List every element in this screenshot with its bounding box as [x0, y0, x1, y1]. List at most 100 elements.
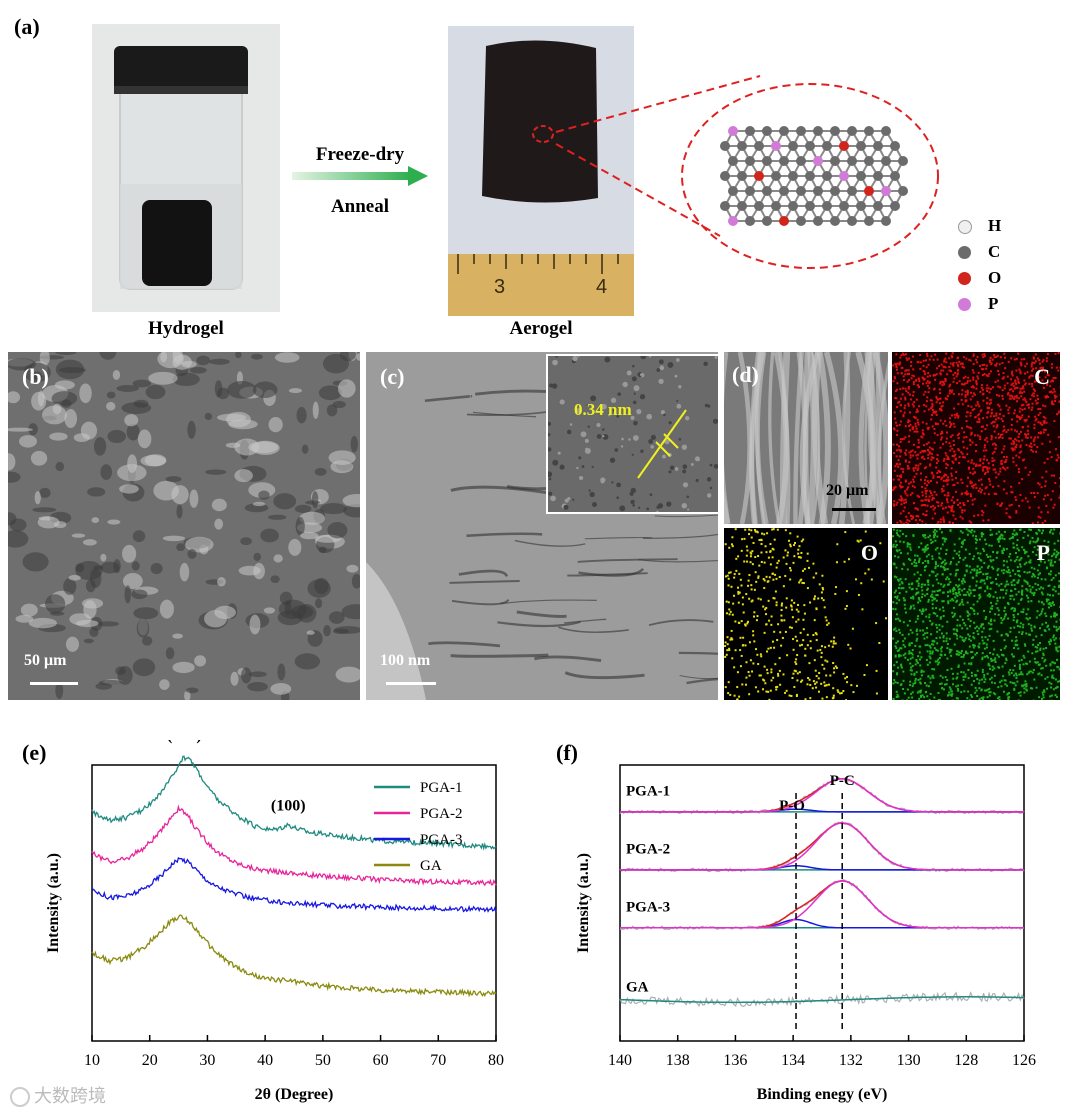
eds-dot	[966, 591, 969, 594]
eds-dot	[911, 649, 914, 652]
eds-dot	[892, 682, 895, 685]
eds-dot	[978, 587, 981, 590]
eds-dot	[1011, 532, 1014, 535]
eds-dot	[1015, 674, 1018, 677]
eds-dot	[892, 443, 895, 446]
molecule-atom	[839, 171, 849, 181]
eds-dot	[770, 679, 773, 682]
eds-dot	[1055, 395, 1058, 398]
eds-dot	[1004, 356, 1007, 359]
eds-dot	[945, 632, 948, 635]
eds-dot	[957, 554, 960, 557]
eds-dot	[923, 637, 926, 640]
eds-dot	[950, 472, 953, 475]
eds-dot	[746, 560, 749, 563]
eds-dot	[978, 646, 981, 649]
eds-dot	[902, 679, 905, 682]
eds-dot	[1036, 548, 1039, 551]
eds-dot	[1037, 663, 1040, 666]
eds-dot	[961, 363, 964, 366]
eds-dot	[736, 686, 739, 689]
eds-dot	[939, 682, 942, 685]
eds-dot	[965, 564, 968, 567]
eds-dot	[900, 366, 903, 369]
eds-dot	[984, 472, 987, 475]
xrd-ylabel: Intensity (a.u.)	[45, 853, 62, 953]
tem-scale-label: 100 nm	[380, 652, 431, 669]
eds-dot	[1015, 621, 1018, 624]
eds-dot	[928, 446, 931, 449]
eds-dot	[927, 583, 930, 586]
eds-dot	[908, 435, 911, 438]
eds-dot	[1016, 570, 1019, 573]
eds-dot	[1046, 457, 1049, 460]
molecule-atom	[805, 201, 815, 211]
eds-dot	[909, 559, 912, 562]
eds-dot	[920, 478, 923, 481]
hrtem-dot	[646, 413, 653, 420]
eds-dot	[1039, 411, 1042, 414]
eds-dot	[918, 651, 921, 654]
eds-dot	[974, 627, 977, 630]
hrtem-dot	[586, 403, 589, 407]
tem-wrinkle	[514, 539, 586, 547]
eds-dot	[1036, 576, 1039, 579]
eds-dot	[971, 441, 974, 444]
eds-dot	[1028, 444, 1031, 447]
eds-dot	[984, 466, 987, 469]
eds-dot	[1006, 382, 1009, 385]
eds-dot	[1010, 485, 1013, 488]
eds-dot	[982, 368, 985, 371]
molecule-atom	[788, 141, 798, 151]
eds-dot	[1037, 537, 1040, 540]
eds-dot	[920, 583, 923, 586]
hrtem-dot	[630, 487, 636, 494]
eds-dot	[909, 606, 912, 609]
eds-dot	[1026, 571, 1029, 574]
eds-dot	[934, 565, 937, 568]
eds-dot	[904, 396, 907, 399]
hrtem-dot	[636, 409, 642, 415]
eds-dot	[990, 411, 993, 414]
eds-dot	[929, 534, 932, 537]
eds-dot	[826, 660, 829, 663]
eds-dot	[994, 660, 997, 663]
eds-dot	[920, 669, 923, 672]
eds-dot	[913, 672, 916, 675]
sem-texture-blob	[51, 391, 78, 406]
eds-dot	[1013, 387, 1016, 390]
eds-dot	[1009, 559, 1012, 562]
eds-dot	[1016, 533, 1019, 536]
eds-dot	[920, 456, 923, 459]
eds-dot	[976, 434, 979, 437]
eds-dot	[799, 556, 802, 559]
eds-dot	[966, 500, 969, 503]
eds-dot	[1010, 503, 1013, 506]
ruler-mark-3: 3	[494, 276, 506, 298]
eds-dot	[960, 545, 963, 548]
eds-dot	[972, 472, 975, 475]
eds-dot	[968, 426, 971, 429]
eds-dot	[1019, 694, 1022, 697]
tem-wrinkle	[642, 533, 718, 539]
eds-dot	[896, 405, 899, 408]
eds-dot	[949, 383, 952, 386]
xrd-annotation: (100)	[271, 798, 306, 815]
eds-dot	[1017, 378, 1020, 381]
eds-dot	[994, 418, 997, 421]
eds-dot	[1053, 390, 1056, 393]
eds-dot	[966, 601, 969, 604]
sem-texture-blob	[185, 536, 214, 553]
eds-dot	[1059, 606, 1060, 609]
eds-dot	[1015, 369, 1018, 372]
eds-dot	[1047, 606, 1050, 609]
eds-dot	[978, 682, 981, 685]
eds-dot	[979, 458, 982, 461]
eds-dot	[987, 622, 990, 625]
eds-dot	[1030, 629, 1033, 632]
eds-dot	[922, 535, 925, 538]
eds-dot	[744, 623, 747, 626]
eds-dot	[785, 689, 788, 692]
eds-dot	[937, 469, 940, 472]
sem-texture-blob	[81, 598, 104, 609]
